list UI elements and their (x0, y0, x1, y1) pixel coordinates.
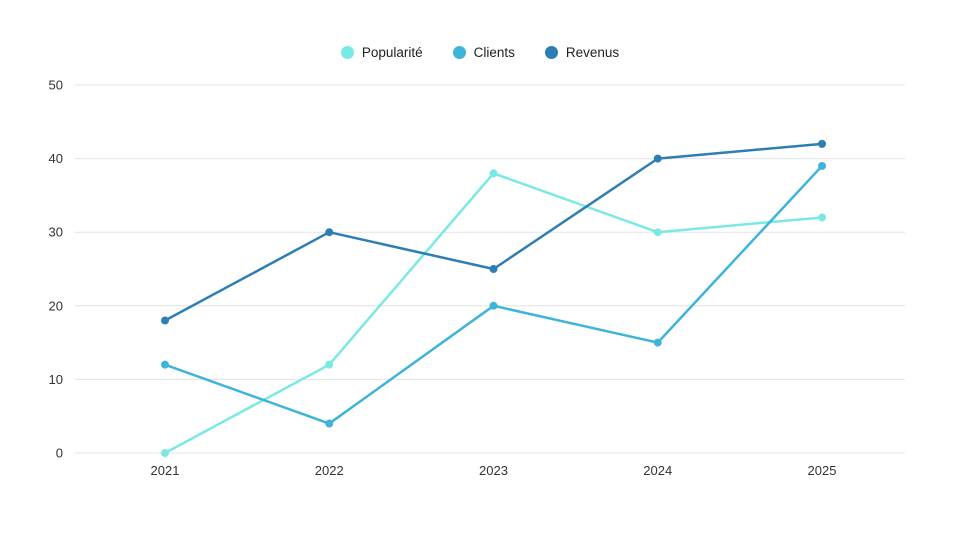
legend-dot-icon (340, 46, 354, 60)
y-axis-tick-label: 0 (56, 446, 63, 461)
y-axis-tick-label: 40 (49, 151, 63, 166)
x-axis-tick-label: 2022 (315, 463, 344, 478)
legend-item[interactable]: Clients (452, 45, 515, 60)
legend-item[interactable]: Popularité (340, 45, 423, 60)
data-point (818, 161, 826, 170)
data-point (161, 360, 169, 369)
data-point (325, 228, 334, 237)
data-point (653, 338, 662, 347)
x-axis-tick-label: 2021 (151, 463, 180, 478)
data-point (653, 154, 662, 163)
data-point (818, 139, 826, 148)
data-point (325, 360, 334, 369)
legend-label: Revenus (565, 45, 620, 60)
legend-item[interactable]: Revenus (544, 45, 620, 60)
data-point (489, 169, 498, 178)
legend-dot-icon (452, 46, 466, 60)
chart-legend: Popularité Clients Revenus (0, 46, 960, 60)
series-line (163, 172, 824, 455)
data-point (653, 228, 662, 237)
y-axis-tick-label: 30 (49, 225, 63, 240)
legend-label: Popularité (361, 45, 423, 60)
y-axis-tick-label: 20 (49, 298, 63, 313)
y-axis-tick-label: 50 (49, 78, 63, 93)
data-point (489, 301, 498, 310)
x-axis-tick-label: 2025 (808, 463, 837, 478)
x-axis-tick-label: 2023 (479, 463, 508, 478)
y-axis-tick-label: 10 (49, 372, 63, 387)
data-point (325, 419, 334, 428)
legend-dot-icon (544, 46, 558, 60)
data-point (161, 449, 169, 457)
series-line (163, 164, 824, 425)
data-point (489, 265, 498, 273)
x-axis-tick-label: 2024 (643, 463, 672, 478)
legend-label: Clients (473, 45, 515, 60)
data-point (161, 316, 169, 325)
data-point (818, 213, 826, 222)
